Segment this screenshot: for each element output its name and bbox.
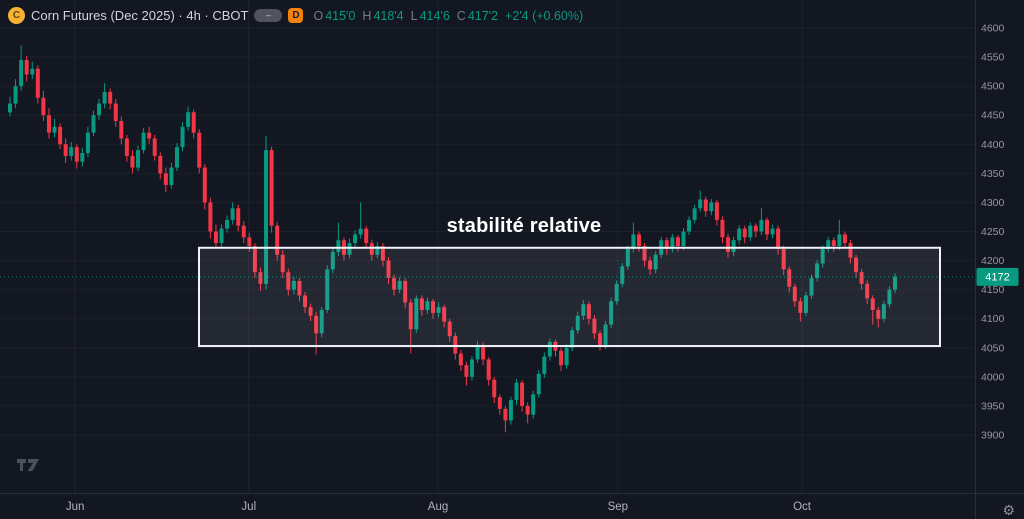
- last-price-badge-text: 4172: [985, 271, 1009, 283]
- candlestick-series: [8, 45, 897, 433]
- price-tick-label: 4000: [981, 371, 1005, 383]
- price-axis[interactable]: 4600 4550 4500 4450 4400 4350 4300 4250 4200 4150…: [981, 23, 1005, 442]
- price-tick-label: 4350: [981, 168, 1005, 180]
- high-value: H 418'4: [362, 8, 404, 23]
- price-tick-label: 4300: [981, 197, 1005, 209]
- price-tick-label: 4100: [981, 313, 1005, 325]
- price-tick-label: 4200: [981, 255, 1005, 267]
- low-value: L 414'6: [410, 8, 450, 23]
- time-axis-label-jun: Jun: [66, 501, 85, 513]
- range-box-annotation[interactable]: [198, 246, 941, 348]
- time-axis-label-aug: Aug: [428, 501, 448, 513]
- delayed-data-badge[interactable]: D: [288, 8, 304, 23]
- time-axis[interactable]: Jun Jul Aug Sep Oct: [66, 501, 812, 513]
- price-tick-label: 4500: [981, 81, 1005, 93]
- time-axis-label-sep: Sep: [608, 501, 628, 513]
- last-price-badge: [976, 267, 1019, 286]
- close-value: C 417'2: [456, 8, 499, 23]
- price-tick-label: 4400: [981, 139, 1005, 151]
- price-change: +2'4 (+0.60%): [505, 8, 584, 23]
- price-tick-label: 4050: [981, 342, 1005, 354]
- annotation-text[interactable]: stabilité relative: [446, 215, 602, 237]
- settings-gear-icon[interactable]: ⚙: [1002, 502, 1015, 518]
- corn-symbol-icon: C: [8, 7, 25, 24]
- price-tick-label: 3950: [981, 400, 1005, 412]
- price-tick-label: 4450: [981, 110, 1005, 122]
- open-value: O 415'0: [313, 8, 356, 23]
- price-tick-label: 4600: [981, 23, 1005, 35]
- time-axis-label-oct: Oct: [793, 501, 812, 513]
- price-tick-label: 4550: [981, 52, 1005, 64]
- symbol-title[interactable]: Corn Futures (Dec 2025) · 4h · CBOT: [31, 8, 249, 23]
- ohlc-values: O 415'0 H 418'4 L 414'6 C 417'2 +2'4 (+0…: [313, 9, 583, 23]
- chart-legend: C Corn Futures (Dec 2025) · 4h · CBOT – …: [8, 7, 583, 24]
- market-status-badge[interactable]: –: [254, 9, 283, 22]
- price-tick-label: 3900: [981, 430, 1005, 442]
- price-tick-label: 4250: [981, 226, 1005, 238]
- tradingview-logo-glyph: [17, 459, 39, 471]
- time-axis-label-jul: Jul: [241, 501, 256, 513]
- price-tick-label: 4150: [981, 284, 1005, 296]
- tradingview-logo[interactable]: [16, 457, 41, 478]
